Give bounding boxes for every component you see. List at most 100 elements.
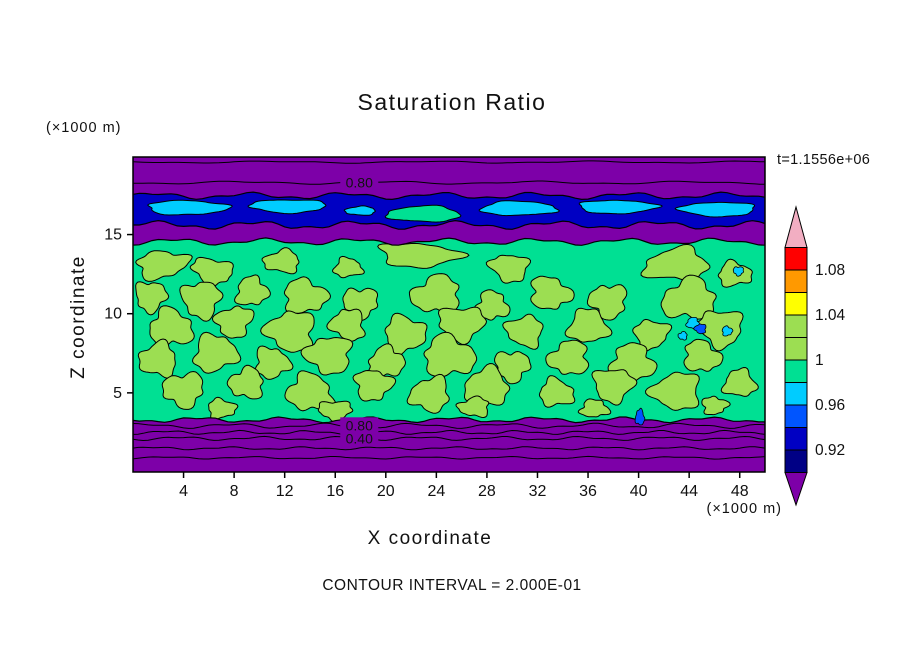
contour-blob (179, 281, 224, 322)
contour-blob (161, 370, 204, 410)
x-tick-label: 40 (630, 483, 648, 500)
x-tick-label: 44 (680, 483, 698, 500)
z-tick-label: 5 (113, 385, 122, 402)
contour-blob (423, 331, 478, 378)
contour-line (133, 422, 765, 429)
contour-blob (463, 362, 511, 406)
contour-blob (352, 369, 397, 402)
contour-blob (208, 396, 239, 421)
cyan-speck (721, 325, 734, 337)
x-tick-label: 12 (276, 483, 294, 500)
contour-blob (701, 395, 731, 416)
x-tick-label: 20 (377, 483, 395, 500)
plot-frame (132, 156, 766, 473)
blue-speck (634, 407, 646, 426)
contour-blob (632, 318, 673, 353)
contour-label-bg (340, 174, 379, 191)
colorbar-label: 0.96 (815, 397, 845, 414)
colorbar-segment (784, 337, 808, 361)
contour-blob (135, 250, 193, 282)
contour-blob (545, 339, 590, 375)
x-tick-label: 24 (427, 483, 445, 500)
contour-interval-note: CONTOUR INTERVAL = 2.000E-01 (322, 577, 581, 594)
x-tick-label: 48 (731, 483, 749, 500)
contour-blob (720, 366, 759, 397)
contour-blob (283, 276, 332, 314)
x-tick-label: 32 (529, 483, 547, 500)
cyan-speck (732, 266, 744, 277)
contour-blob (530, 275, 575, 310)
x-axis-units: (×1000 m) (707, 501, 783, 517)
time-annotation: t=1.1556e+06 (777, 152, 870, 168)
colorbar-segment (784, 247, 808, 271)
contour-label-bg (340, 417, 379, 434)
contour-blob (300, 336, 354, 376)
z-axis-label: Z coordinate (68, 255, 89, 379)
contour-blob (586, 284, 628, 321)
moist-lens (578, 199, 663, 215)
contour-blob (284, 370, 337, 412)
contour-blob (494, 350, 532, 385)
contour-blob (189, 256, 234, 288)
contour-label: 0.80 (346, 174, 373, 190)
z-axis-units: (×1000 m) (46, 120, 122, 136)
moist-lens (147, 199, 233, 216)
contour-blob (211, 305, 255, 339)
contour-blob (644, 371, 700, 411)
colorbar-segment (784, 404, 808, 428)
contour-blob (191, 331, 242, 374)
colorbar-segment (784, 359, 808, 383)
chart-title: Saturation Ratio (358, 89, 547, 115)
contour-blob (485, 254, 532, 284)
z-tick-label: 10 (104, 306, 122, 323)
moist-lens (478, 200, 560, 217)
contour-blob (683, 338, 724, 372)
contour-line (133, 180, 765, 185)
contour-label: 0.80 (346, 417, 373, 433)
contour-blob (331, 255, 365, 279)
contour-blob (135, 281, 170, 316)
x-tick-label: 4 (179, 483, 188, 500)
x-tick-label: 16 (326, 483, 344, 500)
colorbar-segment (784, 292, 808, 316)
contour-blob (577, 398, 612, 418)
top-dry-layer (133, 157, 765, 201)
contour-line (133, 160, 765, 164)
moist-lens (247, 199, 327, 215)
contour-blob (261, 247, 300, 275)
colorbar-segment (784, 382, 808, 406)
contour-blob (455, 395, 490, 419)
moist-lens (343, 205, 376, 216)
contour-label: 0.40 (346, 430, 373, 446)
colorbar-segment (784, 314, 808, 338)
contour-blob (564, 307, 613, 343)
contour-blob (377, 242, 470, 269)
colorbar-over-arrow (784, 205, 808, 248)
contour-line (133, 446, 765, 451)
cyan-speck (677, 331, 688, 341)
contour-blob (384, 312, 428, 357)
colorbar-segment (784, 449, 808, 473)
x-tick-label: 8 (230, 483, 239, 500)
contour-blob (406, 373, 450, 414)
contour-blob (254, 345, 294, 380)
colorbar-label: 0.92 (815, 442, 845, 459)
contour-blob (367, 343, 407, 380)
moist-lens (674, 201, 756, 218)
contour-blob (473, 289, 511, 321)
blue-speck (693, 323, 707, 335)
x-axis-label: X coordinate (368, 528, 493, 549)
contour-line (133, 455, 765, 460)
x-tick-label: 36 (579, 483, 597, 500)
colorbar-under-arrow (784, 472, 808, 507)
green-lens (384, 204, 462, 223)
colorbar-label: 1 (815, 352, 824, 369)
x-tick-label: 28 (478, 483, 496, 500)
plot-area: 0.800.800.40 (133, 157, 765, 472)
contour-blob (591, 369, 638, 406)
colorbar-segment (784, 427, 808, 451)
contour-blob (226, 364, 264, 400)
contour-blob (342, 287, 379, 322)
